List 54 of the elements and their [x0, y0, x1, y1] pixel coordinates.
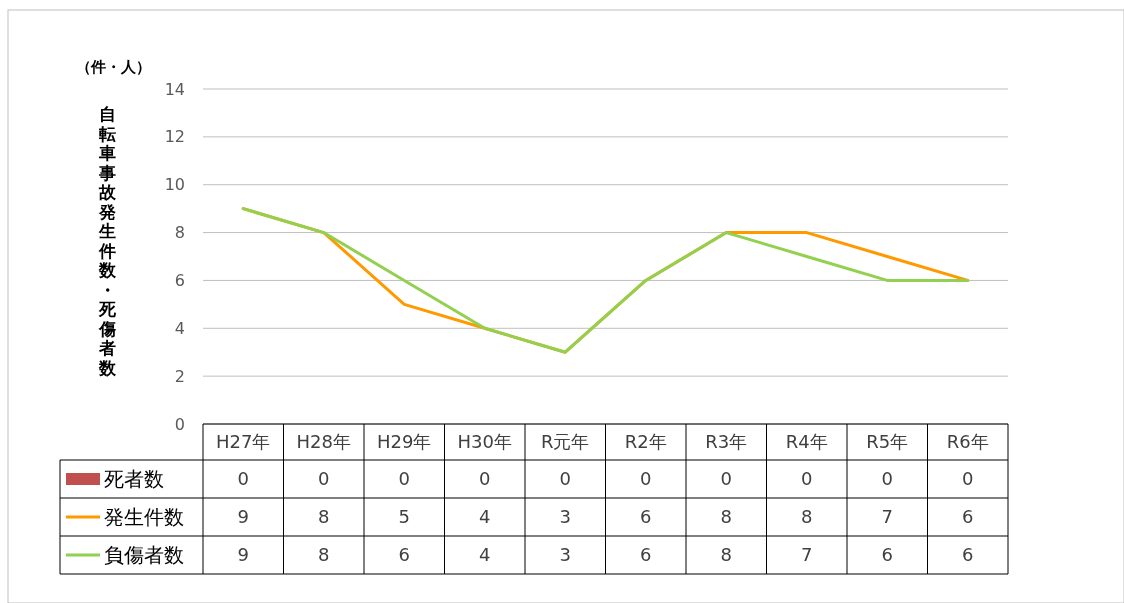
- data-label: 3: [559, 544, 571, 566]
- data-label: 0: [237, 468, 249, 490]
- data-label: 4: [479, 506, 491, 528]
- x-tick-label: R5年: [866, 431, 909, 453]
- data-label: 6: [962, 506, 974, 528]
- data-label: 0: [398, 468, 410, 490]
- text: 自転車事故発生件数・死傷者数: [98, 104, 116, 378]
- y-tick-label: 10: [164, 175, 185, 195]
- data-label: 8: [720, 506, 732, 528]
- data-label: 5: [398, 506, 410, 528]
- line-series: [241, 207, 970, 354]
- data-label: 0: [479, 468, 491, 490]
- y-tick-label: 0: [174, 414, 185, 434]
- data-label: 8: [720, 544, 732, 566]
- y-tick-label: 6: [174, 271, 185, 291]
- y-tick-label: 12: [164, 127, 185, 147]
- data-label: 9: [237, 506, 249, 528]
- data-label: 8: [318, 544, 330, 566]
- x-tick-label: R2年: [624, 431, 667, 453]
- x-tick-label: H27年: [216, 431, 271, 453]
- data-label: 0: [962, 468, 974, 490]
- x-tick-label: H30年: [457, 431, 512, 453]
- data-label: 7: [881, 506, 893, 528]
- data-label: 6: [640, 544, 652, 566]
- data-label: 8: [318, 506, 330, 528]
- data-label: 0: [720, 468, 732, 490]
- x-tick-label: H28年: [296, 431, 351, 453]
- legend-label: 発生件数: [104, 505, 184, 529]
- data-label: 6: [962, 544, 974, 566]
- text: （件・人）: [75, 58, 151, 76]
- data-label: 0: [801, 468, 813, 490]
- x-tick-label: R6年: [946, 431, 989, 453]
- data-label: 3: [559, 506, 571, 528]
- x-tick-label: H29年: [377, 431, 432, 453]
- x-tick-label: R4年: [785, 431, 828, 453]
- y-tick-label: 14: [164, 79, 185, 99]
- data-label: 8: [801, 506, 813, 528]
- data-label: 0: [559, 468, 571, 490]
- data-label: 0: [318, 468, 330, 490]
- x-tick-label: R元年: [540, 431, 590, 453]
- data-label: 7: [801, 544, 813, 566]
- y-tick-label: 8: [174, 223, 185, 243]
- data-label: 6: [881, 544, 893, 566]
- data-label: 9: [237, 544, 249, 566]
- legend-label: 負傷者数: [104, 543, 184, 567]
- data-label: 0: [640, 468, 652, 490]
- data-label: 6: [640, 506, 652, 528]
- y-tick-label: 4: [174, 318, 185, 338]
- legend-label: 死者数: [104, 467, 164, 491]
- data-label: 4: [479, 544, 491, 566]
- y-tick-label: 2: [174, 366, 185, 386]
- x-tick-label: R3年: [705, 431, 748, 453]
- data-label: 0: [881, 468, 893, 490]
- data-label: 6: [398, 544, 410, 566]
